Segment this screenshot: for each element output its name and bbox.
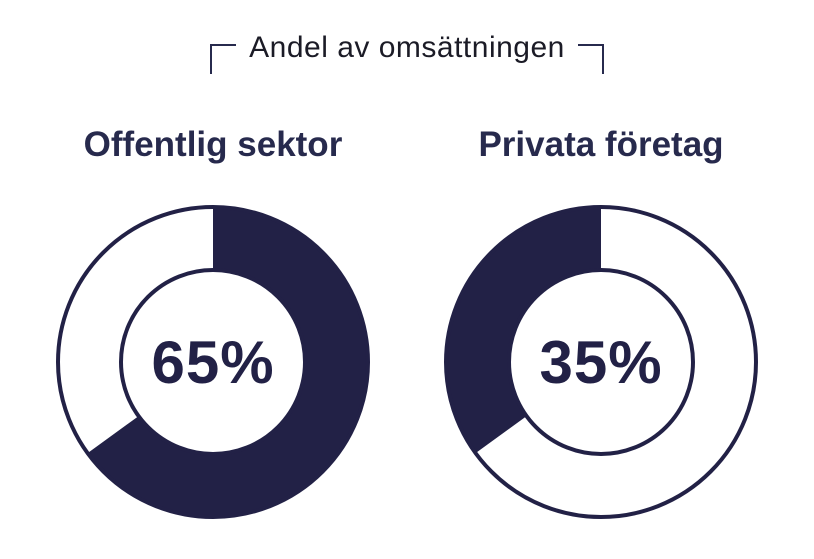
donut-chart-privata-foretag: 35% [441,202,761,522]
figure-title: Andel av omsättningen [249,31,565,64]
donut-inner-ring [507,268,695,456]
donut-filled-segment [446,207,601,454]
chart-heading-offentlig-sektor: Offentlig sektor [83,125,343,164]
donut-inner-ring [119,268,307,456]
donut-filled-segment [87,207,369,517]
donut-svg [56,205,370,519]
donut-outer-ring [56,205,370,519]
bracket-right-icon [577,44,604,74]
chart-privata-foretag: Privata företag 35% [439,124,763,522]
figure-title-row: Andel av omsättningen [0,30,814,78]
infographic-canvas: Andel av omsättningen Offentlig sektor 6… [0,30,814,559]
donut-svg [444,205,758,519]
donut-chart-offentlig-sektor: 65% [53,202,373,522]
chart-offentlig-sektor: Offentlig sektor 65% [51,124,375,522]
bracket-left-icon [210,44,237,74]
charts-row: Offentlig sektor 65% Privata företag 35% [0,124,814,522]
donut-outer-ring [444,205,758,519]
chart-heading-privata-foretag: Privata företag [478,125,724,164]
